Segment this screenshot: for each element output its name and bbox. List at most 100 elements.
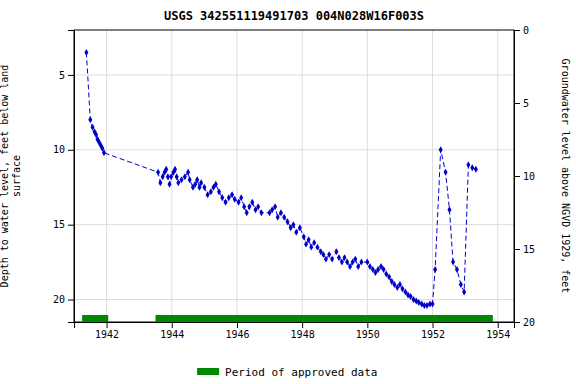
x-axis: 1942 1944 1946 1948 1950 1952 1954 — [75, 322, 515, 340]
data-point — [256, 203, 260, 210]
legend-swatch — [197, 368, 219, 375]
grid-line-y — [74, 74, 514, 75]
data-point — [220, 194, 224, 201]
tick: 0 — [514, 25, 529, 36]
data-layer — [82, 49, 493, 322]
tick-label: 15 — [53, 219, 65, 230]
tick-label: 5 — [523, 98, 529, 109]
grid-line-x — [432, 30, 433, 322]
data-point — [239, 194, 243, 201]
data-point — [183, 173, 187, 180]
data-point — [199, 179, 203, 186]
data-point — [202, 184, 206, 191]
data-point — [459, 281, 463, 288]
data-point — [345, 259, 349, 266]
tick: 20 — [514, 317, 535, 328]
data-point — [291, 221, 295, 228]
data-point — [425, 302, 429, 309]
data-line — [86, 52, 475, 305]
data-point — [387, 274, 391, 281]
data-point — [167, 181, 171, 188]
tick-mark — [514, 249, 520, 250]
tick-mark — [68, 75, 74, 76]
tick: 1954 — [486, 322, 510, 340]
grid-line-x — [367, 30, 368, 322]
tick-label: 1948 — [291, 329, 315, 340]
data-point — [466, 161, 470, 168]
grid-line-x — [236, 30, 237, 322]
tick-label: 10 — [53, 144, 65, 155]
data-point — [330, 256, 334, 263]
data-point — [382, 266, 386, 273]
tick-mark — [514, 103, 520, 104]
tick-label: 1954 — [486, 329, 510, 340]
data-point — [356, 263, 360, 270]
data-point — [224, 199, 228, 206]
plot-area: 1942194419461948195019521954510152005101… — [53, 25, 535, 340]
data-point — [282, 214, 286, 221]
tick-label: 5 — [59, 70, 65, 81]
data-point — [447, 206, 451, 213]
data-point — [102, 149, 106, 156]
grid-line-x — [302, 30, 303, 322]
tick-mark — [498, 322, 499, 328]
data-point — [431, 301, 435, 308]
data-point — [365, 259, 369, 266]
data-point — [444, 169, 448, 176]
tick-mark — [68, 300, 74, 301]
data-point — [206, 191, 210, 198]
tick-label: 1944 — [160, 329, 184, 340]
data-point — [294, 229, 298, 236]
tick-mark — [172, 322, 173, 328]
data-point — [334, 248, 338, 255]
tick-mark — [514, 322, 520, 323]
data-point — [242, 203, 246, 210]
y-axis: 5101520 — [53, 31, 75, 323]
axis-domain — [515, 31, 521, 323]
data-point — [348, 263, 352, 270]
data-point — [209, 188, 213, 195]
data-point — [230, 191, 234, 198]
axis-domain — [68, 31, 75, 323]
data-point — [158, 179, 162, 186]
data-point — [186, 169, 190, 176]
data-point — [237, 199, 241, 206]
plot-frame — [74, 30, 514, 322]
tick-mark — [514, 176, 520, 177]
tick-label: 1952 — [421, 329, 445, 340]
data-point — [176, 179, 180, 186]
data-point — [227, 194, 231, 201]
title: USGS 342551119491703 004N028W16F003S — [164, 9, 424, 23]
grid — [74, 30, 514, 322]
grid-line-x — [497, 30, 498, 322]
data-point — [302, 233, 306, 240]
tick-label: 1942 — [95, 329, 119, 340]
data-point — [343, 254, 347, 261]
data-point — [455, 266, 459, 273]
y-axis-label: Depth to water level, feet below landsur… — [0, 65, 22, 288]
approved-period-bar — [155, 315, 492, 322]
data-point — [195, 176, 199, 183]
data-point — [340, 259, 344, 266]
data-point — [439, 146, 443, 153]
data-point — [451, 259, 455, 266]
data-point — [312, 239, 316, 246]
tick: 15 — [53, 219, 74, 230]
y2-axis: 05101520 — [514, 25, 535, 328]
data-point — [214, 181, 218, 188]
approved-period-bar — [82, 315, 108, 322]
tick: 15 — [514, 244, 535, 255]
tick: 1942 — [95, 322, 119, 340]
data-point — [417, 299, 421, 306]
data-point — [250, 199, 254, 206]
tick-label: 1950 — [356, 329, 380, 340]
data-point — [188, 176, 192, 183]
tick: 5 — [59, 70, 74, 81]
data-point — [470, 164, 474, 171]
tick-mark — [107, 322, 108, 328]
tick: 1948 — [291, 322, 315, 340]
data-point — [285, 218, 289, 225]
tick-label: 1946 — [225, 329, 249, 340]
tick: 1952 — [421, 322, 445, 340]
data-point — [398, 281, 402, 288]
